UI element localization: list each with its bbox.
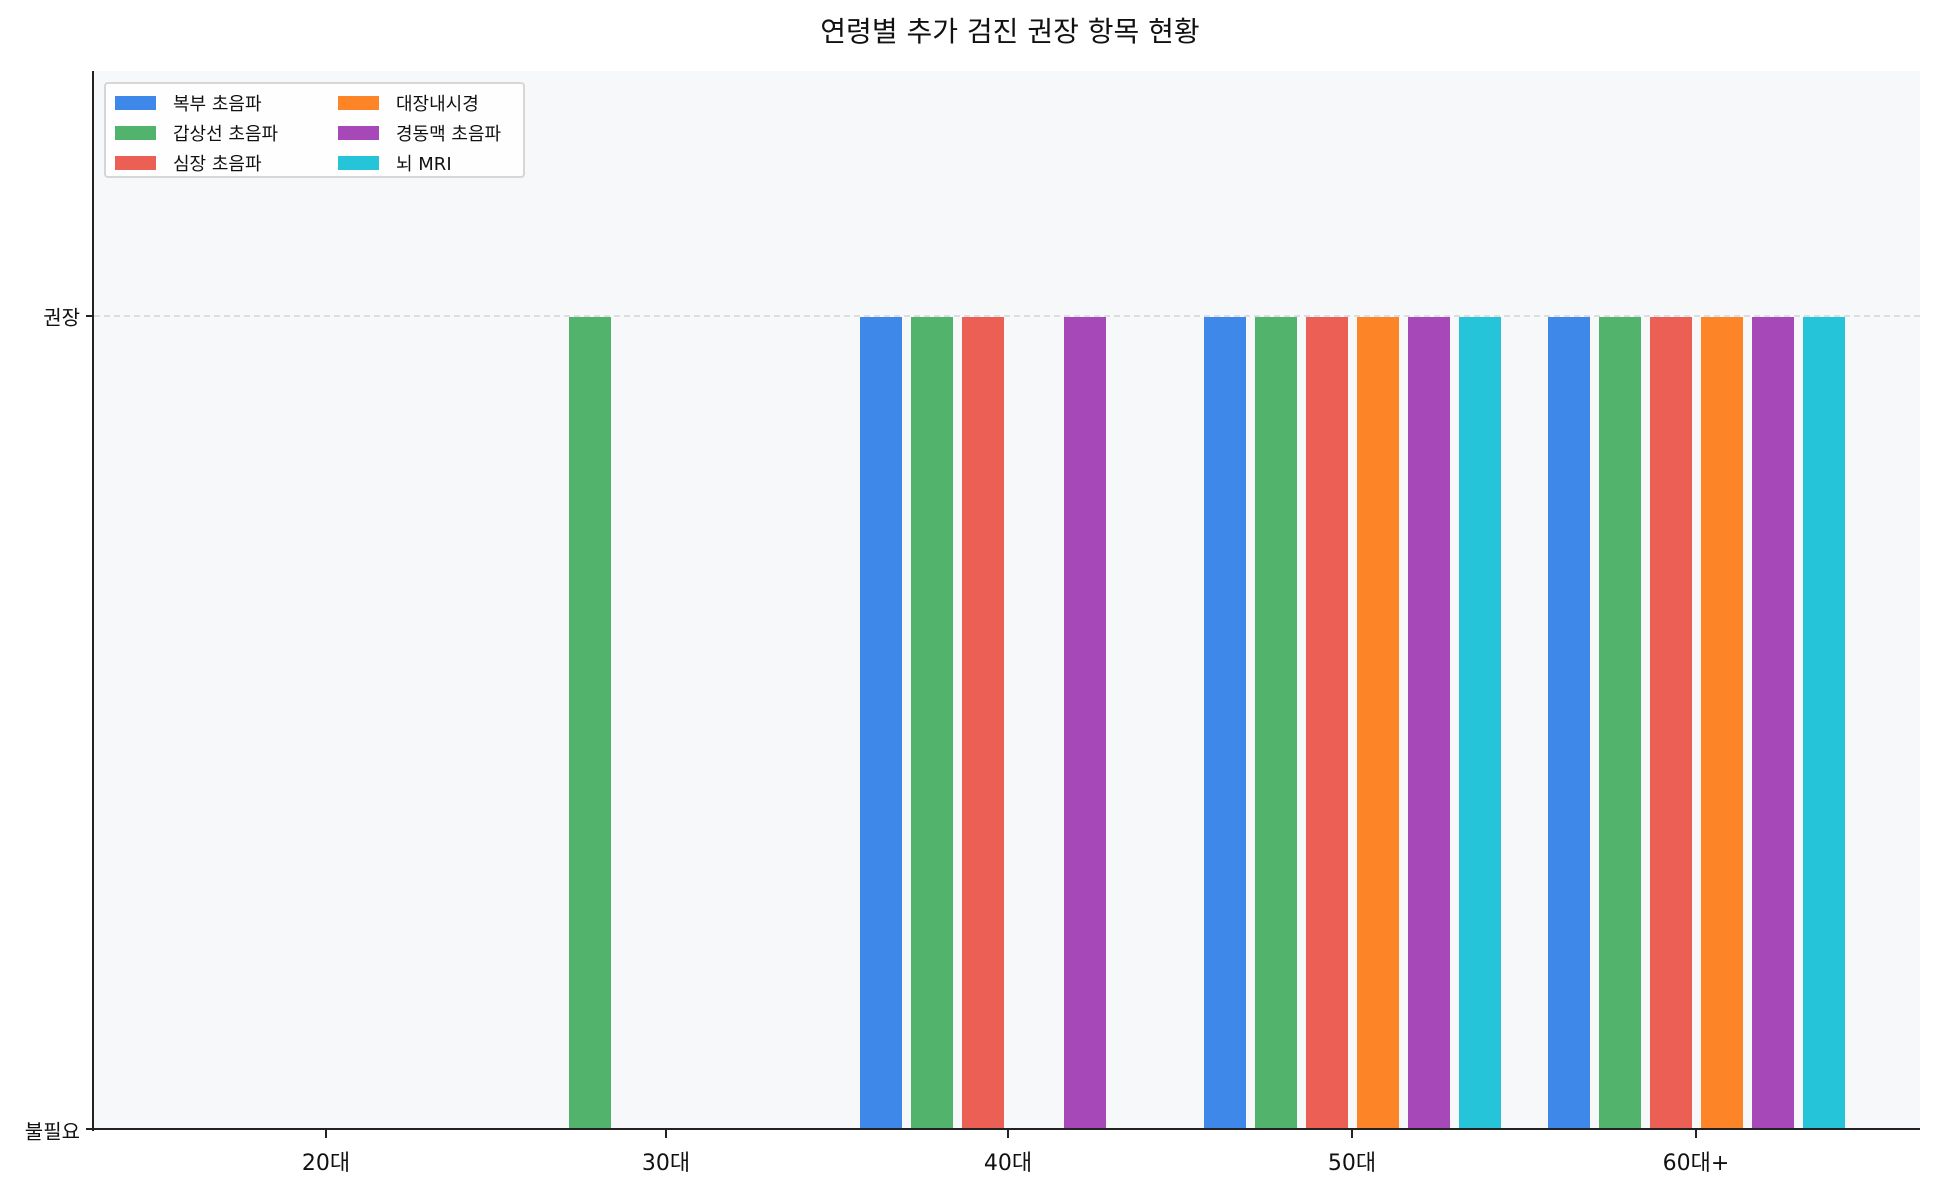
y-tick-recommended xyxy=(86,315,93,317)
legend-swatch xyxy=(338,156,379,170)
bar xyxy=(859,317,902,1129)
y-label-recommended: 권장 xyxy=(43,305,80,330)
bar xyxy=(1203,317,1246,1129)
chart-title: 연령별 추가 검진 권장 항목 현황 xyxy=(820,15,1200,48)
bar xyxy=(568,317,611,1129)
legend-swatch xyxy=(338,96,379,110)
x-tick-60s xyxy=(1695,1130,1697,1138)
legend-label: 경동맥 초음파 xyxy=(396,124,502,145)
bar xyxy=(1305,317,1348,1129)
bar xyxy=(1751,317,1794,1129)
legend-item-cardiac-ultrasound: 심장 초음파 xyxy=(115,151,262,175)
x-label-60s: 60대+ xyxy=(1662,1151,1730,1176)
legend-swatch xyxy=(338,126,379,140)
bar xyxy=(1547,317,1590,1129)
plot-area xyxy=(94,71,1920,1129)
legend-label: 뇌 MRI xyxy=(396,154,452,175)
bar xyxy=(910,317,953,1129)
x-label-30s: 30대 xyxy=(641,1151,691,1176)
x-label-40s: 40대 xyxy=(983,1151,1033,1176)
legend-label: 갑상선 초음파 xyxy=(173,124,279,145)
bar xyxy=(1407,317,1450,1129)
x-tick-50s xyxy=(1351,1130,1353,1138)
legend: 복부 초음파 갑상선 초음파 심장 초음파 대장내시경 경동맥 초음파 뇌 MR… xyxy=(104,82,525,178)
bar xyxy=(1458,317,1501,1129)
y-label-not-needed: 불필요 xyxy=(24,1119,80,1144)
bar xyxy=(1649,317,1692,1129)
x-tick-30s xyxy=(665,1130,667,1138)
y-axis xyxy=(92,71,94,1131)
legend-item-brain-mri: 뇌 MRI xyxy=(338,151,452,175)
legend-swatch xyxy=(115,96,156,110)
legend-label: 복부 초음파 xyxy=(173,94,262,115)
legend-swatch xyxy=(115,126,156,140)
x-label-20s: 20대 xyxy=(301,1151,351,1176)
x-tick-20s xyxy=(325,1130,327,1138)
legend-swatch xyxy=(115,156,156,170)
x-tick-40s xyxy=(1007,1130,1009,1138)
legend-item-thyroid-ultrasound: 갑상선 초음파 xyxy=(115,121,278,145)
bar xyxy=(1700,317,1743,1129)
legend-item-abdominal-ultrasound: 복부 초음파 xyxy=(115,91,262,115)
x-label-50s: 50대 xyxy=(1327,1151,1377,1176)
legend-item-colonoscopy: 대장내시경 xyxy=(338,91,479,115)
bar xyxy=(1356,317,1399,1129)
bar xyxy=(1063,317,1106,1129)
bar xyxy=(961,317,1004,1129)
recommended-gridline xyxy=(94,315,1920,317)
bar xyxy=(1598,317,1641,1129)
bar xyxy=(1254,317,1297,1129)
legend-label: 대장내시경 xyxy=(396,94,479,115)
y-tick-not-needed xyxy=(86,1128,93,1130)
legend-item-carotid-ultrasound: 경동맥 초음파 xyxy=(338,121,501,145)
x-axis xyxy=(92,1128,1920,1130)
legend-label: 심장 초음파 xyxy=(173,154,262,175)
bar xyxy=(1802,317,1845,1129)
